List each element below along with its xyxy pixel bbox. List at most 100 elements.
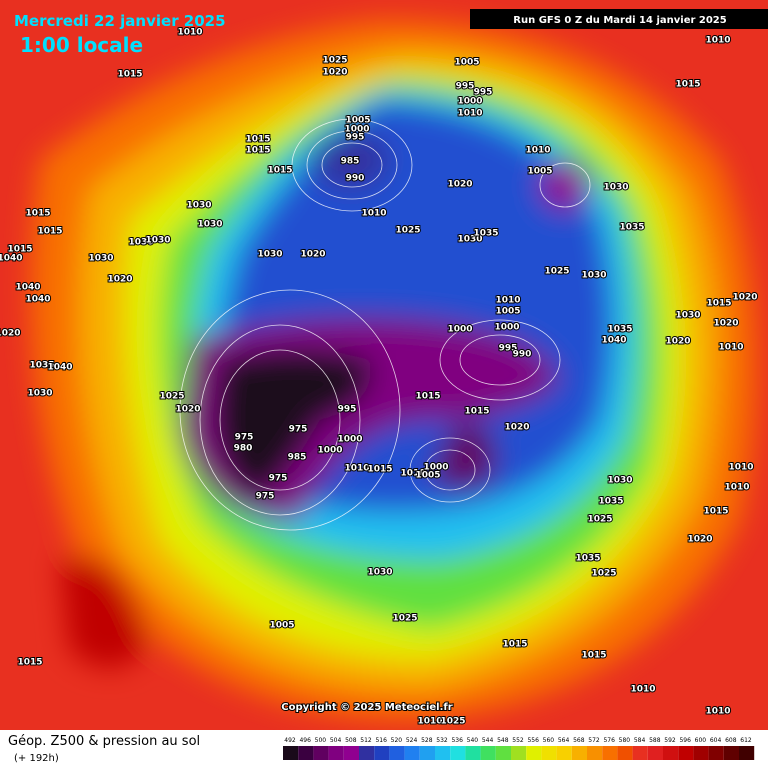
- pressure-label: 1035: [607, 325, 632, 335]
- pressure-label: 1010: [400, 469, 425, 479]
- scale-swatch: [495, 746, 511, 760]
- color-scale: 492 496 500 504 508 512 516 520 524 528 532 536 540 5…: [283, 737, 755, 760]
- scale-swatch: [723, 746, 739, 760]
- scale-label: 608: [725, 737, 737, 744]
- scale-swatch: [283, 746, 299, 760]
- scale-label: 564: [558, 737, 570, 744]
- pressure-label: 1015: [675, 80, 700, 90]
- scale-label: 544: [482, 737, 494, 744]
- legend-title: Géop. Z500 & pression au sol: [8, 734, 200, 749]
- pressure-label: 1000: [494, 323, 519, 333]
- pressure-label: 1000: [337, 435, 362, 445]
- scale-label: 500: [315, 737, 327, 744]
- pressure-label: 1005: [454, 58, 479, 68]
- pressure-label: 1020: [0, 329, 21, 339]
- pressure-label: 1020: [732, 293, 757, 303]
- pressure-label: 1005: [527, 167, 552, 177]
- scale-label: 572: [588, 737, 600, 744]
- pressure-label: 1010: [724, 483, 749, 493]
- scale-label: 576: [603, 737, 615, 744]
- pressure-label: 1000: [457, 97, 482, 107]
- pressure-label: 1015: [7, 245, 32, 255]
- pressure-label: 1015: [581, 651, 606, 661]
- pressure-label: 1040: [25, 295, 50, 305]
- pressure-label: 1000: [423, 463, 448, 473]
- pressure-label: 1020: [447, 180, 472, 190]
- pressure-label: 975: [289, 425, 308, 435]
- scale-label: 600: [695, 737, 707, 744]
- scale-label: 596: [679, 737, 691, 744]
- pressure-label: 1035: [575, 554, 600, 564]
- pressure-label: 1010: [705, 707, 730, 717]
- scale-swatch: [404, 746, 420, 760]
- scale-swatch: [480, 746, 496, 760]
- pressure-label: 975: [269, 474, 288, 484]
- pressure-label: 1020: [107, 275, 132, 285]
- pressure-label: 1015: [367, 465, 392, 475]
- pressure-label: 1005: [345, 116, 370, 126]
- pressure-label: 1010: [417, 717, 442, 727]
- pressure-label: 990: [513, 350, 532, 360]
- pressure-label: 1020: [322, 68, 347, 78]
- pressure-label: 1035: [29, 361, 54, 371]
- scale-label: 584: [634, 737, 646, 744]
- scale-label: 568: [573, 737, 585, 744]
- scale-swatch: [647, 746, 663, 760]
- pressure-label: 1030: [88, 254, 113, 264]
- scale-swatch: [359, 746, 375, 760]
- scale-swatch: [663, 746, 679, 760]
- pressure-label: 1020: [175, 405, 200, 415]
- pressure-label: 1030: [581, 271, 606, 281]
- pressure-label: 1025: [159, 392, 184, 402]
- scale-swatch: [739, 746, 755, 760]
- run-info: Run GFS 0 Z du Mardi 14 janvier 2025: [513, 15, 726, 26]
- pressure-label: 1025: [440, 717, 465, 727]
- pressure-label: 1015: [267, 166, 292, 176]
- scale-label: 552: [512, 737, 524, 744]
- scale-swatch: [435, 746, 451, 760]
- pressure-label: 1015: [703, 507, 728, 517]
- pressure-label: 975: [256, 492, 275, 502]
- pressure-label: 1030: [197, 220, 222, 230]
- pressure-labels: 1010101510251020100599599510001010100510…: [0, 27, 759, 728]
- pressure-label: 1025: [544, 267, 569, 277]
- scale-swatch: [328, 746, 344, 760]
- scale-label: 532: [436, 737, 448, 744]
- pressure-label: 1010: [361, 209, 386, 219]
- pressure-label: 990: [346, 174, 365, 184]
- scale-swatch: [602, 746, 618, 760]
- pressure-label: 1035: [473, 229, 498, 239]
- pressure-label: 1030: [128, 238, 153, 248]
- pressure-label: 1040: [47, 363, 72, 373]
- pressure-label: 985: [288, 453, 307, 463]
- pressure-label: 1030: [607, 476, 632, 486]
- scale-label: 492: [284, 737, 296, 744]
- pressure-label: 1040: [601, 336, 626, 346]
- scale-label: 536: [451, 737, 463, 744]
- pressure-label: 1030: [367, 568, 392, 578]
- pressure-label: 985: [341, 157, 360, 167]
- pressure-label: 1020: [300, 250, 325, 260]
- pressure-label: 1020: [504, 423, 529, 433]
- scale-swatch: [693, 746, 709, 760]
- pressure-label: 1005: [269, 621, 294, 631]
- pressure-label: 1015: [245, 135, 270, 145]
- scale-swatch: [450, 746, 466, 760]
- pressure-label: 1020: [713, 319, 738, 329]
- pressure-label: 1015: [706, 299, 731, 309]
- pressure-label: 1015: [37, 227, 62, 237]
- map-background: [0, 0, 768, 730]
- scale-label: 508: [345, 737, 357, 744]
- pressure-label: 1040: [15, 283, 40, 293]
- pressure-label: 1015: [117, 70, 142, 80]
- copyright: Copyright © 2025 Meteociel.fr: [281, 702, 452, 713]
- pressure-label: 1030: [675, 311, 700, 321]
- scale-swatch: [374, 746, 390, 760]
- pressure-label: 1030: [457, 235, 482, 245]
- pressure-label: 1025: [591, 569, 616, 579]
- pressure-label: 995: [499, 344, 518, 354]
- scale-swatch: [465, 746, 481, 760]
- pressure-label: 980: [234, 444, 253, 454]
